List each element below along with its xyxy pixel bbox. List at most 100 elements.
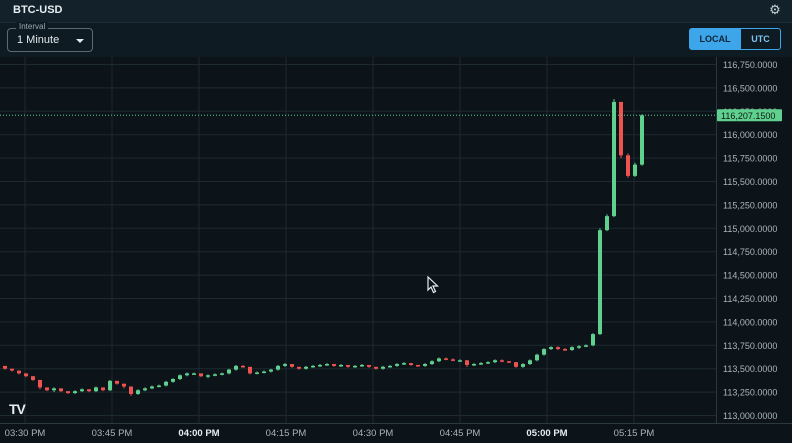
candle-body xyxy=(3,365,7,369)
candle-body xyxy=(10,368,14,371)
candle-body xyxy=(619,101,623,156)
timezone-toggle: LOCAL UTC xyxy=(689,28,781,50)
time-tick-label: 05:00 PM xyxy=(526,428,567,439)
chart-grid xyxy=(0,57,716,423)
price-tick-label: 116,500.0000 xyxy=(723,83,777,93)
candle-body xyxy=(283,364,287,366)
candle-body xyxy=(94,387,98,392)
candle-body xyxy=(150,386,154,389)
candle-body xyxy=(633,164,637,176)
candle-body xyxy=(556,347,560,350)
interval-select[interactable]: Interval 1 Minute xyxy=(7,22,93,52)
candle-body xyxy=(542,349,546,355)
candle-body xyxy=(248,366,252,374)
candle-body xyxy=(374,366,378,369)
candle-body xyxy=(45,387,49,391)
candle-body xyxy=(24,373,28,377)
symbol-title: BTC-USD xyxy=(13,4,63,16)
last-price-marker: 116,207.1500 xyxy=(0,109,782,122)
price-tick-label: 113,250.0000 xyxy=(723,388,777,398)
tradingview-logo: TV xyxy=(9,401,26,417)
candle-body xyxy=(234,365,238,370)
candle-body xyxy=(612,101,616,217)
price-tick-label: 115,500.0000 xyxy=(723,177,777,187)
candle-body xyxy=(206,375,210,377)
candle-body xyxy=(388,365,392,368)
candle-body xyxy=(87,389,91,392)
candle-body xyxy=(332,364,336,366)
candle-body xyxy=(192,373,196,375)
candle-body xyxy=(598,230,602,335)
chevron-down-icon xyxy=(76,39,84,43)
price-axis: 116,750.0000116,500.0000116,250.0000116,… xyxy=(716,57,792,443)
interval-label: Interval xyxy=(16,22,49,31)
candle-body xyxy=(213,374,217,376)
candle-body xyxy=(465,360,469,365)
candles xyxy=(3,99,644,396)
last-price-label: 116,207.1500 xyxy=(721,111,775,121)
candle-body xyxy=(269,369,273,372)
price-tick-label: 116,750.0000 xyxy=(723,60,777,70)
candle-body xyxy=(395,364,399,366)
local-time-button[interactable]: LOCAL xyxy=(689,28,741,50)
candle-body xyxy=(66,391,70,394)
candle-body xyxy=(122,383,126,387)
candle-body xyxy=(108,380,112,391)
candle-body xyxy=(549,347,553,350)
candle-body xyxy=(437,358,441,362)
candlestick-chart[interactable]: 116,750.0000116,500.0000116,250.0000116,… xyxy=(0,57,792,443)
candle-body xyxy=(444,358,448,360)
interval-value: 1 Minute xyxy=(17,34,60,46)
candle-body xyxy=(290,364,294,367)
candle-body xyxy=(143,388,147,391)
candle-body xyxy=(563,349,567,351)
candle-body xyxy=(136,390,140,394)
candle-body xyxy=(500,360,504,362)
candle-body xyxy=(297,366,301,369)
candle-body xyxy=(640,115,644,165)
candle-body xyxy=(31,376,35,380)
price-axis-bg xyxy=(716,57,792,443)
time-tick-label: 04:15 PM xyxy=(266,428,307,439)
candle-body xyxy=(402,363,406,365)
utc-time-button[interactable]: UTC xyxy=(741,28,781,50)
candle-body xyxy=(115,380,119,384)
candle-body xyxy=(577,346,581,348)
candle-body xyxy=(311,365,315,368)
candle-body xyxy=(409,363,413,365)
candle-body xyxy=(367,364,371,367)
candle-body xyxy=(381,366,385,369)
chart-controls: Interval 1 Minute xyxy=(0,22,792,57)
candle-body xyxy=(276,365,280,370)
candle-body xyxy=(73,391,77,394)
gear-icon[interactable]: ⚙ xyxy=(769,2,781,17)
candle-body xyxy=(626,155,630,176)
candle-body xyxy=(318,364,322,367)
price-tick-label: 115,250.0000 xyxy=(723,200,777,210)
candle-body xyxy=(423,364,427,366)
time-axis: 03:30 PM 03:45 PM 04:00 PM 04:15 PM 04:30 PM… xyxy=(0,423,792,439)
candle-body xyxy=(451,359,455,361)
time-tick-label: 03:45 PM xyxy=(92,428,133,439)
candle-body xyxy=(304,366,308,369)
candle-body xyxy=(241,365,245,368)
title-bar: BTC-USD ⚙ xyxy=(0,0,792,23)
time-tick-label: 04:30 PM xyxy=(353,428,394,439)
candle-body xyxy=(584,345,588,347)
candle-body xyxy=(360,364,364,367)
price-tick-label: 114,500.0000 xyxy=(723,271,777,281)
price-tick-label: 113,500.0000 xyxy=(723,364,777,374)
candle-body xyxy=(479,363,483,365)
candle-body xyxy=(605,216,609,231)
price-tick-label: 113,750.0000 xyxy=(723,341,777,351)
candle-body xyxy=(171,379,175,382)
candle-body xyxy=(493,360,497,363)
candle-body xyxy=(220,373,224,375)
time-tick-label: 05:15 PM xyxy=(614,428,655,439)
candle-body xyxy=(227,369,231,374)
candle-body xyxy=(59,388,63,392)
time-tick-label: 04:00 PM xyxy=(178,428,219,439)
candle-body xyxy=(262,371,266,374)
candle-body xyxy=(472,364,476,366)
candle-body xyxy=(591,334,595,346)
